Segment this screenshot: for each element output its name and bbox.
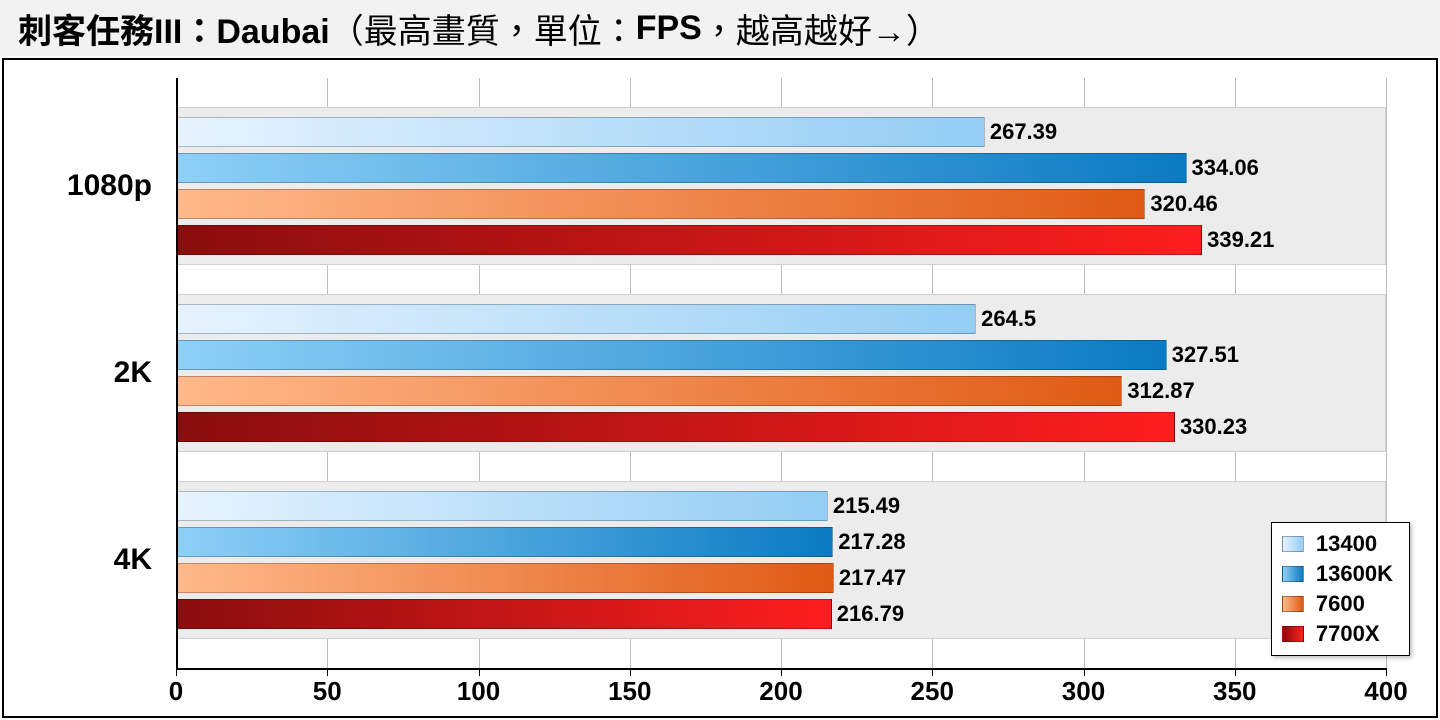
legend-swatch xyxy=(1282,626,1304,642)
legend-item: 7600 xyxy=(1282,589,1393,619)
bar-value-label: 320.46 xyxy=(1150,191,1217,217)
x-axis-label: 150 xyxy=(608,676,651,707)
legend-label: 7700X xyxy=(1316,621,1380,647)
bar: 215.49 xyxy=(176,491,828,521)
legend-item: 13400 xyxy=(1282,529,1393,559)
legend-label: 7600 xyxy=(1316,591,1365,617)
x-axis-label: 50 xyxy=(313,676,342,707)
chart-title: 刺客任務III：Daubai （最高畫質，單位： FPS ，越高越好→） xyxy=(0,0,1440,56)
legend: 13400 13600K 7600 7700X xyxy=(1271,522,1410,656)
title-mid2: ，越高越好→） xyxy=(702,4,940,53)
bar-value-label: 334.06 xyxy=(1192,155,1259,181)
bar: 320.46 xyxy=(176,189,1145,219)
chart-frame: 267.39 334.06 320.46 339.21 264.5 327.51 312.8… xyxy=(2,58,1438,718)
bar-value-label: 264.5 xyxy=(981,306,1036,332)
bar: 312.87 xyxy=(176,376,1122,406)
x-axis-label: 0 xyxy=(169,676,183,707)
x-axis-label: 100 xyxy=(457,676,500,707)
bar-value-label: 267.39 xyxy=(990,119,1057,145)
bar: 264.5 xyxy=(176,304,976,334)
title-mid1: （最高畫質，單位： xyxy=(330,4,636,53)
category-label: 2K xyxy=(4,356,164,390)
x-axis xyxy=(176,668,1386,670)
category-label: 4K xyxy=(4,543,164,577)
x-axis-label: 400 xyxy=(1364,676,1407,707)
bar: 327.51 xyxy=(176,340,1167,370)
bar: 330.23 xyxy=(176,412,1175,442)
x-axis-label: 300 xyxy=(1062,676,1105,707)
bar: 217.47 xyxy=(176,563,834,593)
legend-swatch xyxy=(1282,566,1304,582)
bar-value-label: 327.51 xyxy=(1172,342,1239,368)
bar: 267.39 xyxy=(176,117,985,147)
legend-swatch xyxy=(1282,596,1304,612)
legend-item: 13600K xyxy=(1282,559,1393,589)
bar-value-label: 217.28 xyxy=(838,529,905,555)
x-axis-label: 350 xyxy=(1213,676,1256,707)
bar: 217.28 xyxy=(176,527,833,557)
legend-label: 13400 xyxy=(1316,531,1377,557)
bar-value-label: 330.23 xyxy=(1180,414,1247,440)
x-tick xyxy=(1386,668,1387,676)
x-axis-label: 250 xyxy=(911,676,954,707)
bar-value-label: 339.21 xyxy=(1207,227,1274,253)
legend-swatch xyxy=(1282,536,1304,552)
bar: 334.06 xyxy=(176,153,1187,183)
legend-label: 13600K xyxy=(1316,561,1393,587)
title-fps: FPS xyxy=(636,9,702,48)
y-axis xyxy=(176,78,178,668)
bar: 216.79 xyxy=(176,599,832,629)
bar-value-label: 216.79 xyxy=(837,601,904,627)
title-prefix: 刺客任務III：Daubai xyxy=(18,4,330,53)
x-axis-label: 200 xyxy=(759,676,802,707)
category-label: 1080p xyxy=(4,169,164,203)
legend-item: 7700X xyxy=(1282,619,1393,649)
plot-area: 267.39 334.06 320.46 339.21 264.5 327.51 312.8… xyxy=(176,78,1386,668)
bar-value-label: 312.87 xyxy=(1127,378,1194,404)
bar-value-label: 217.47 xyxy=(839,565,906,591)
bar: 339.21 xyxy=(176,225,1202,255)
bar-value-label: 215.49 xyxy=(833,493,900,519)
